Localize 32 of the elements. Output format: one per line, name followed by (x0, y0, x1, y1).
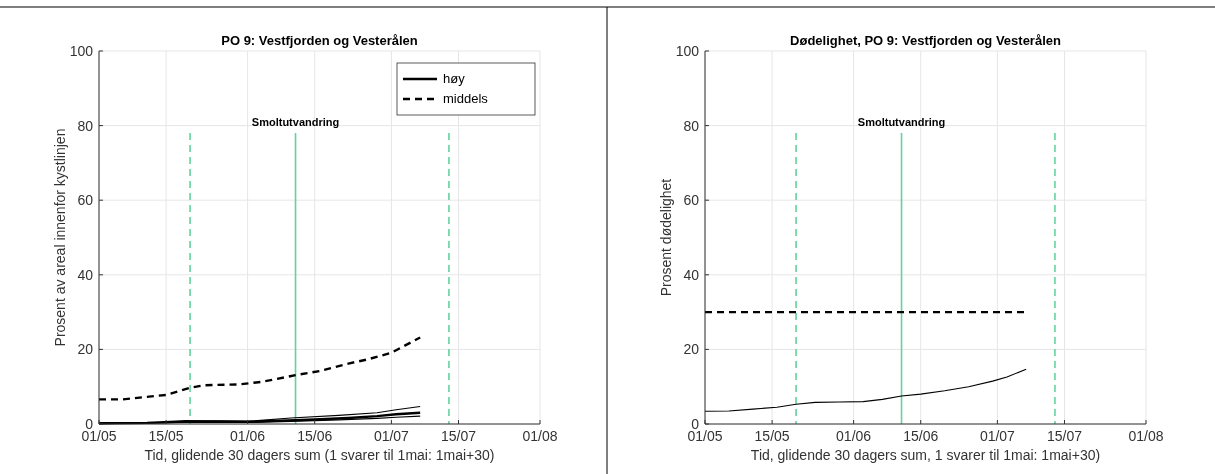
x-tick-label: 01/07 (373, 428, 410, 444)
y-axis-title: Prosent av areal innenfor kystlinjen (52, 128, 68, 347)
ref-line-label: Smoltutvandring (857, 116, 946, 129)
x-tick-label: 15/07 (1046, 428, 1083, 444)
x-tick-label: 15/07 (440, 428, 477, 444)
y-tick-label: 60 (77, 192, 94, 209)
x-tick-label: 15/05 (754, 428, 790, 444)
y-tick-label: 40 (77, 266, 94, 283)
x-tick-label: 15/06 (903, 428, 939, 444)
x-axis-title: Tid, glidende 30 dagers sum (1 svarer til 1mai: 1mai+30) (144, 447, 495, 463)
y-axis-title: Prosent dødelighet (658, 178, 674, 297)
x-tick-label: 15/06 (297, 428, 333, 444)
y-tick-label: 80 (683, 117, 700, 134)
y-tick-label: 20 (77, 341, 94, 358)
ref-line-label: Smoltutvandring (251, 116, 340, 129)
chart-title: PO 9: Vestfjorden og Vesterålen (221, 33, 418, 48)
x-tick-label: 01/08 (522, 428, 558, 444)
x-tick-label: 15/05 (148, 428, 184, 444)
x-tick-label: 01/06 (836, 428, 872, 444)
y-tick-label: 20 (683, 341, 700, 358)
x-tick-label: 01/08 (1128, 428, 1164, 444)
legend-label: høy (443, 71, 466, 86)
y-tick-label: 40 (683, 266, 700, 283)
chart-title: Dødelighet, PO 9: Vestfjorden og Vesterålen (790, 33, 1061, 48)
y-tick-label: 60 (683, 192, 700, 209)
legend-label: middels (443, 91, 489, 106)
y-tick-label: 100 (69, 43, 94, 59)
y-tick-label: 80 (77, 117, 94, 134)
x-tick-label: 01/07 (979, 428, 1016, 444)
x-tick-label: 01/06 (230, 428, 266, 444)
x-axis-title: Tid, glidende 30 dagers sum, 1 svarer til 1mai: 1mai+30) (750, 447, 1101, 463)
y-tick-label: 100 (675, 43, 700, 59)
